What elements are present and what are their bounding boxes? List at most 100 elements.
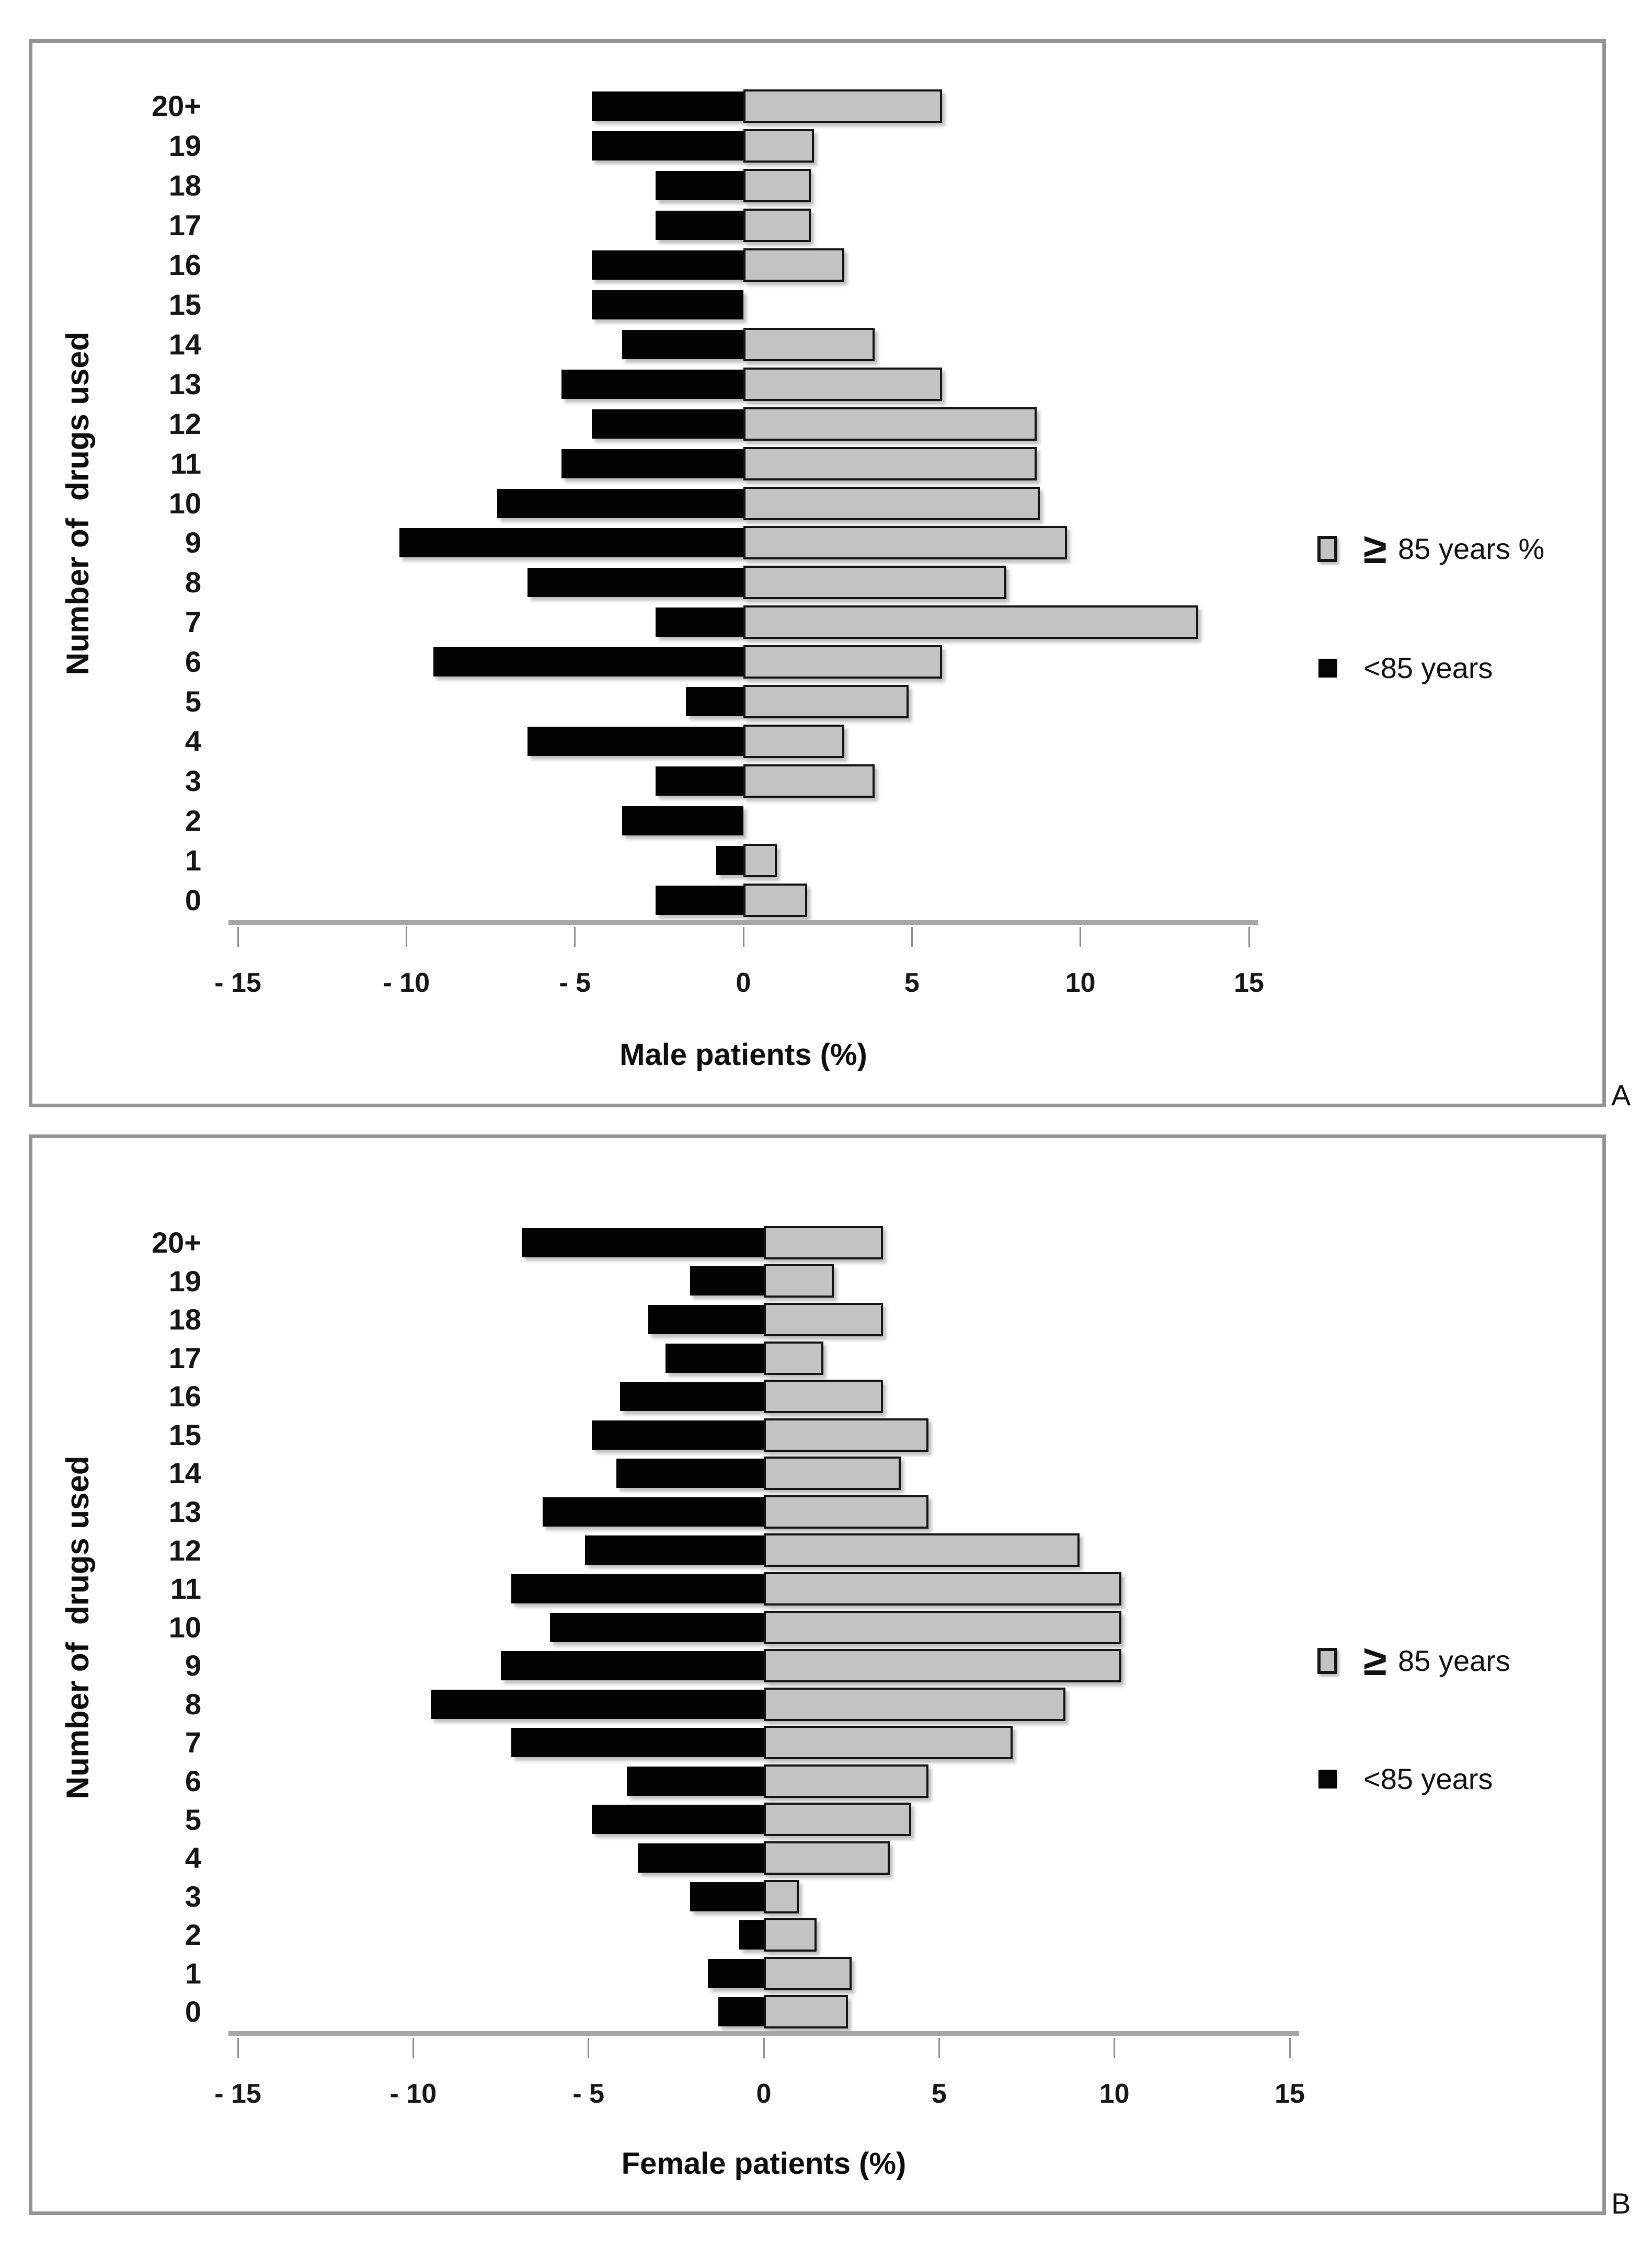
- bar-over85-16: [743, 248, 845, 282]
- bar-over85-3: [743, 764, 875, 798]
- bar-under85-9: [399, 528, 743, 558]
- y-category-label-3: 3: [185, 1879, 201, 1913]
- bar-over85-19: [743, 129, 814, 163]
- bar-over85-0: [764, 1995, 848, 2029]
- bar-under85-18: [656, 170, 743, 200]
- y-category-label-18: 18: [168, 1303, 201, 1336]
- bar-under85-5: [592, 1805, 764, 1835]
- legend-swatch-under85-a: [1318, 659, 1337, 678]
- bar-over85-7: [743, 605, 1199, 639]
- x-tick-label--10: - 10: [389, 2079, 437, 2109]
- bar-over85-20+: [743, 89, 943, 123]
- bar-under85-10: [497, 488, 743, 518]
- y-category-label-4: 4: [185, 1841, 201, 1875]
- bar-under85-12: [584, 1535, 764, 1565]
- x-tick-mark-10: [1114, 2038, 1116, 2058]
- legend-label-over85-b: ≥ 85 years: [1363, 1637, 1510, 1685]
- bar-under85-3: [656, 766, 743, 796]
- bar-over85-15: [764, 1418, 929, 1452]
- bar-under85-17: [656, 210, 743, 240]
- y-category-label-20+: 20+: [152, 1226, 201, 1259]
- bar-under85-19: [591, 131, 743, 160]
- y-category-label-20+: 20+: [152, 89, 201, 122]
- y-category-label-18: 18: [168, 168, 201, 202]
- bar-over85-12: [764, 1533, 1080, 1567]
- bar-over85-4: [743, 725, 845, 759]
- y-category-label-11: 11: [170, 446, 201, 480]
- bar-under85-5: [686, 687, 743, 717]
- panel-b: Number of drugs used Female patients (%)…: [29, 1134, 1606, 2215]
- bar-under85-4: [527, 727, 743, 756]
- bar-under85-1: [707, 1958, 764, 1988]
- x-tick-label-0: 0: [756, 2079, 772, 2109]
- x-tick-label-5: 5: [904, 968, 920, 998]
- bar-over85-6: [764, 1764, 929, 1798]
- bar-over85-1: [764, 1956, 852, 1990]
- y-category-label-7: 7: [185, 605, 201, 639]
- bar-under85-15: [591, 290, 743, 319]
- y-category-label-5: 5: [185, 1803, 201, 1836]
- legend-label-under85-a: <85 years: [1363, 651, 1493, 684]
- legend-swatch-over85-b: [1317, 1648, 1337, 1674]
- x-tick-mark-5: [911, 927, 913, 947]
- bar-under85-0: [656, 886, 743, 915]
- y-category-label-19: 19: [168, 129, 201, 162]
- bar-over85-12: [743, 407, 1037, 441]
- bar-under85-16: [620, 1382, 764, 1412]
- y-category-label-4: 4: [185, 725, 201, 758]
- bar-over85-5: [743, 685, 909, 719]
- bar-over85-14: [764, 1457, 901, 1491]
- bar-over85-9: [743, 526, 1067, 560]
- bar-over85-11: [743, 446, 1037, 480]
- bar-over85-19: [764, 1264, 834, 1298]
- bar-under85-13: [543, 1497, 764, 1527]
- x-tick-label--5: - 5: [572, 2079, 604, 2109]
- bar-over85-1: [743, 844, 777, 878]
- bar-under85-18: [648, 1304, 764, 1334]
- bar-under85-7: [656, 607, 743, 637]
- bar-over85-16: [764, 1380, 884, 1414]
- y-category-label-17: 17: [168, 208, 201, 242]
- bar-over85-3: [764, 1879, 799, 1913]
- bar-over85-7: [764, 1726, 1013, 1760]
- x-tick-label-15: 15: [1275, 2079, 1305, 2109]
- greater-equal-symbol: ≥: [1363, 525, 1387, 573]
- x-tick-mark--5: [588, 2038, 590, 2058]
- bar-over85-11: [764, 1572, 1122, 1606]
- bar-under85-15: [592, 1420, 764, 1450]
- bar-over85-18: [764, 1302, 884, 1336]
- x-tick-label-5: 5: [931, 2079, 947, 2109]
- bar-over85-6: [743, 645, 943, 679]
- bar-under85-20+: [522, 1228, 764, 1257]
- bar-under85-19: [690, 1266, 764, 1296]
- y-category-label-2: 2: [185, 804, 201, 838]
- y-category-label-16: 16: [168, 248, 201, 281]
- bar-over85-0: [743, 884, 808, 918]
- bar-over85-10: [743, 486, 1040, 520]
- x-tick-mark-15: [1248, 927, 1250, 947]
- y-category-label-15: 15: [168, 288, 201, 321]
- x-tick-label--10: - 10: [383, 968, 430, 998]
- x-tick-label--15: - 15: [214, 2079, 261, 2109]
- y-category-label-13: 13: [168, 367, 201, 400]
- y-category-label-12: 12: [168, 1533, 201, 1567]
- y-category-label-15: 15: [168, 1418, 201, 1451]
- bar-over85-9: [764, 1649, 1122, 1683]
- x-axis-line: [228, 2031, 1299, 2036]
- bar-over85-17: [764, 1341, 823, 1375]
- y-category-label-1: 1: [185, 1956, 201, 1990]
- x-tick-label--15: - 15: [214, 968, 261, 998]
- y-category-label-5: 5: [185, 685, 201, 718]
- x-tick-label-10: 10: [1065, 968, 1096, 998]
- y-category-label-2: 2: [185, 1918, 201, 1952]
- bar-over85-10: [764, 1610, 1122, 1644]
- x-tick-mark--15: [237, 927, 239, 947]
- bar-under85-12: [591, 409, 743, 439]
- bar-under85-11: [511, 1574, 764, 1603]
- bar-over85-8: [743, 566, 1006, 600]
- bar-under85-2: [622, 806, 743, 836]
- x-tick-mark-15: [1289, 2038, 1291, 2058]
- bar-over85-18: [743, 168, 811, 202]
- y-category-label-9: 9: [185, 526, 201, 559]
